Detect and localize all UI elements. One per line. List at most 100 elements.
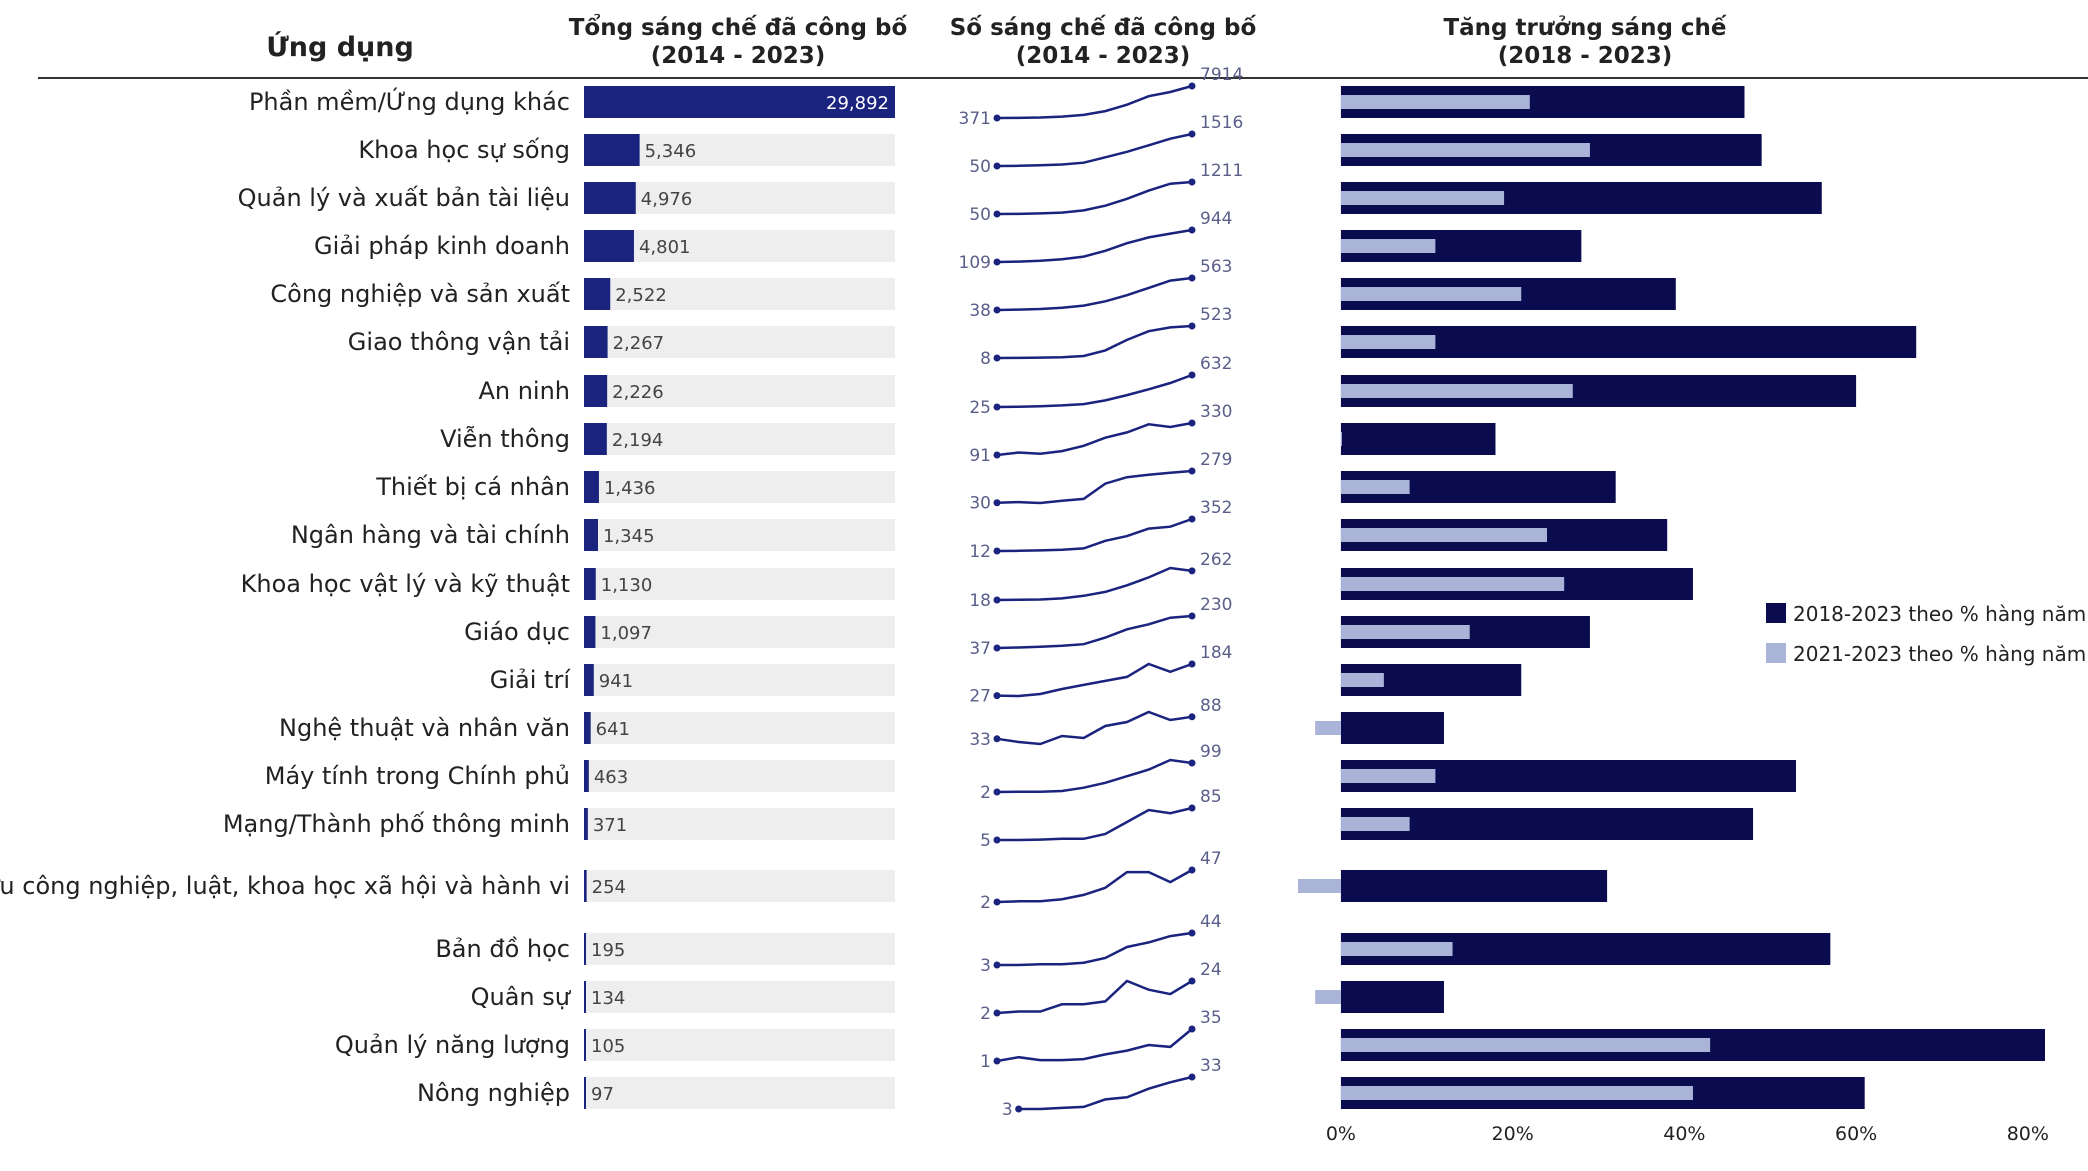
sparkline-start-dot	[993, 735, 1001, 743]
sparkline-start-dot	[993, 403, 1001, 411]
row-label: Phần mềm/Ứng dụng khác	[249, 86, 570, 116]
sparkline-end-label: 88	[1200, 696, 1222, 716]
growth-bar-2021-2023	[1340, 625, 1470, 639]
row-label: Giao thông vận tải	[348, 328, 570, 356]
sparkline	[996, 614, 1193, 650]
sparkline	[997, 806, 1193, 842]
row-label: Máy tính trong Chính phủ	[265, 762, 570, 790]
sparkline-start-dot	[993, 788, 1001, 796]
total-bar	[584, 664, 594, 696]
sparkline-end-dot	[1188, 226, 1196, 234]
sparkline	[1018, 1075, 1193, 1111]
sparkline-start-label: 50	[969, 157, 991, 177]
sparkline-start-dot	[993, 961, 1001, 969]
total-bar	[584, 519, 598, 551]
sparkline-end-dot	[1188, 322, 1196, 330]
growth-bar-2021-2023	[1340, 384, 1573, 398]
growth-bar-2021-2023	[1340, 335, 1436, 349]
growth-bar-2018-2023	[1340, 981, 1444, 1013]
sparkline	[996, 180, 1193, 216]
sparkline-end-dot	[1188, 804, 1196, 812]
header-count-title: Số sáng chế đã công bố	[950, 14, 1257, 41]
sparkline	[996, 324, 1193, 360]
total-bar-track	[584, 375, 895, 407]
legend-swatch-light	[1766, 643, 1786, 663]
sparkline-end-label: 944	[1200, 209, 1232, 229]
growth-bar-2021-2023	[1340, 287, 1522, 301]
total-bar	[584, 471, 599, 503]
sparkline-start-label: 109	[959, 253, 991, 273]
growth-axis-tick-label: 80%	[2007, 1123, 2049, 1145]
sparkline-end-dot	[1188, 612, 1196, 620]
sparkline-end-label: 33	[1200, 1056, 1222, 1076]
row-label: Ngân hàng và tài chính	[291, 521, 570, 549]
total-bar	[584, 86, 895, 118]
row-label: An ninh	[478, 377, 570, 405]
growth-bar-2021-2023	[1340, 480, 1410, 494]
growth-bar-2021-2023	[1340, 143, 1590, 157]
sparkline-end-dot	[1188, 866, 1196, 874]
header-total-period: (2014 - 2023)	[651, 43, 826, 69]
sparkline-end-label: 184	[1200, 643, 1232, 663]
row-label: Công nghiệp và sản xuất	[270, 280, 570, 308]
sparkline-end-dot	[1188, 567, 1196, 575]
sparkline	[996, 276, 1193, 312]
sparkline-end-dot	[1188, 371, 1196, 379]
sparkline	[996, 566, 1193, 602]
total-bar-track	[584, 933, 895, 965]
growth-axis-tick-label: 20%	[1492, 1123, 1534, 1145]
sparkline	[996, 868, 1193, 904]
growth-axis-tick-label: 60%	[1835, 1123, 1877, 1145]
sparkline-end-label: 44	[1200, 912, 1222, 932]
growth-bar-2021-2023	[1340, 432, 1342, 446]
total-bar	[584, 1077, 586, 1109]
sparkline-end-dot	[1188, 1025, 1196, 1033]
sparkline-end-dot	[1188, 660, 1196, 668]
sparkline-start-dot	[993, 836, 1001, 844]
sparkline-start-label: 91	[969, 446, 991, 466]
sparkline	[996, 373, 1193, 409]
sparkline	[996, 517, 1193, 553]
total-bar	[584, 760, 589, 792]
total-value-label: 5,346	[645, 141, 697, 162]
sparkline-start-label: 25	[969, 398, 991, 418]
sparkline-end-dot	[1188, 82, 1196, 90]
total-bar-track	[584, 278, 895, 310]
total-bar	[584, 568, 596, 600]
sparkline	[996, 710, 1193, 746]
sparkline-end-label: 230	[1200, 595, 1232, 615]
total-bar	[584, 808, 588, 840]
sparkline-start-dot	[993, 210, 1001, 218]
total-bar	[584, 423, 607, 455]
sparkline-start-dot	[993, 114, 1001, 122]
header-total-title: Tổng sáng chế đã công bố	[569, 13, 908, 41]
sparkline-end-label: 1516	[1200, 113, 1243, 133]
growth-bar-2021-2023	[1340, 239, 1436, 253]
sparkline-end-label: 85	[1200, 787, 1222, 807]
growth-bar-2018-2023	[1340, 423, 1496, 455]
sparkline-start-dot	[993, 354, 1001, 362]
total-value-label: 2,226	[612, 382, 664, 403]
total-bar-track	[584, 1029, 895, 1061]
growth-axis-tick-label: 0%	[1326, 1123, 1356, 1145]
row-label: Nghệ thuật và nhân văn	[279, 714, 570, 742]
sparkline-start-dot	[993, 258, 1001, 266]
growth-axis: 0% 20% 40% 60% 80%	[1326, 1123, 2049, 1145]
header-growth-title: Tăng trưởng sáng chế	[1443, 14, 1726, 41]
legend-swatch-dark	[1766, 603, 1786, 623]
sparkline-end-label: 523	[1200, 305, 1232, 325]
growth-bar-2018-2023	[1340, 870, 1608, 902]
sparkline-end-dot	[1188, 713, 1196, 721]
sparkline-start-dot	[993, 692, 1001, 700]
growth-bar-2021-2023	[1340, 1086, 1693, 1100]
total-bar-track	[584, 326, 895, 358]
sparkline-start-label: 2	[980, 783, 991, 803]
sparkline-start-label: 50	[969, 205, 991, 225]
sparkline-end-dot	[1188, 977, 1196, 985]
total-value-label: 2,194	[612, 430, 664, 451]
sparkline-end-label: 99	[1200, 742, 1222, 762]
total-bar-track	[584, 230, 895, 262]
total-value-label: 254	[592, 877, 626, 898]
total-bar	[584, 182, 636, 214]
